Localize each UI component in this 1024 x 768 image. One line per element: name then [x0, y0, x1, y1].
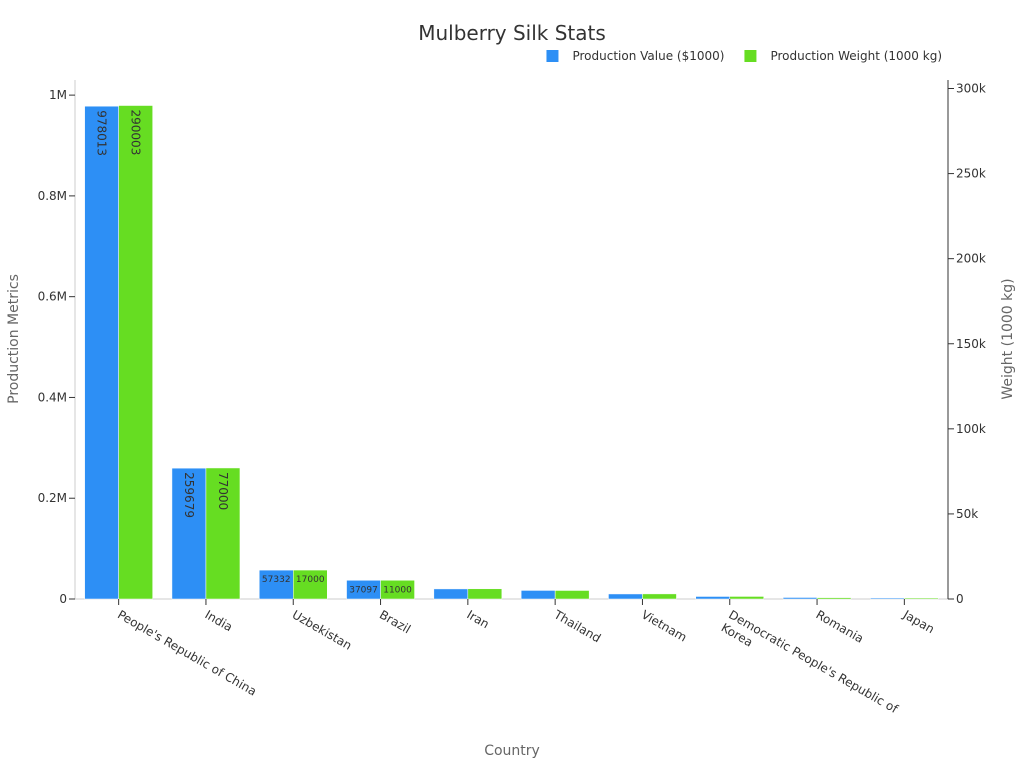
- value-bar: [433, 588, 469, 600]
- x-tick-label: Brazil: [377, 607, 413, 636]
- x-axis-title: Country: [484, 743, 540, 759]
- value-bar: [695, 596, 730, 600]
- y2-tick-label: 150k: [956, 337, 986, 351]
- value-bar: [608, 593, 643, 600]
- legend: Production Value ($1000) Production Weigh…: [546, 49, 942, 63]
- y2-tick-label: 0: [956, 592, 964, 606]
- value-bar: [84, 105, 119, 600]
- legend-label: Production Weight (1000 kg): [770, 49, 942, 63]
- bar-data-label: 57332: [262, 575, 291, 585]
- weight-bar: [205, 467, 241, 600]
- legend-item[interactable]: Production Value ($1000): [546, 49, 724, 63]
- legend-label: Production Value ($1000): [572, 49, 724, 63]
- value-bar: [870, 597, 905, 600]
- x-tick-label: Thailand: [551, 607, 604, 645]
- legend-swatch: [546, 50, 559, 62]
- y2-tick-label: 250k: [956, 167, 986, 181]
- x-tick-label: Japan: [900, 607, 937, 636]
- y2-tick-label: 200k: [956, 252, 986, 266]
- y-tick-label: 0: [59, 592, 67, 606]
- x-tick-label: Uzbekistan: [290, 607, 354, 652]
- x-tick-label: Iran: [464, 607, 491, 631]
- bar-data-label: 77000: [216, 472, 230, 510]
- bar-data-label: 37097: [349, 585, 378, 595]
- x-tick-label: Romania: [814, 607, 866, 645]
- y-tick-label: 0.4M: [38, 390, 67, 404]
- value-bar: [520, 590, 556, 600]
- weight-bar: [467, 588, 503, 600]
- weight-bar: [904, 597, 939, 600]
- bar-data-label: 17000: [296, 575, 325, 585]
- weight-bar: [642, 593, 677, 600]
- weight-bar: [816, 597, 852, 600]
- value-bar: [259, 569, 294, 600]
- y2-tick-label: 50k: [956, 507, 978, 521]
- y-tick-label: 1M: [49, 88, 67, 102]
- bars: 978013 290003 259679 77000 57332 17000 37097 11…: [84, 105, 939, 600]
- y-tick-label: 0.6M: [38, 290, 67, 304]
- legend-swatch: [744, 50, 757, 62]
- y-axis-title: Production Metrics: [6, 274, 22, 404]
- bar-data-label: 11000: [383, 585, 412, 595]
- value-bar: [782, 597, 818, 600]
- weight-bar: [293, 569, 328, 600]
- x-tick-label: People's Republic of China: [115, 607, 259, 698]
- weight-bar: [729, 596, 764, 600]
- weight-bar: [380, 580, 415, 600]
- y2-tick-label: 300k: [956, 82, 986, 96]
- bar-data-label: 290003: [129, 110, 143, 156]
- weight-bar: [118, 105, 153, 600]
- weight-bar: [554, 590, 590, 600]
- x-tick-label: Vietnam: [639, 607, 689, 644]
- y-tick-label: 0.8M: [38, 189, 67, 203]
- chart-title: Mulberry Silk Stats: [418, 21, 606, 45]
- y2-axis-title: Weight (1000 kg): [1000, 278, 1016, 399]
- bar-data-label: 259679: [182, 472, 196, 518]
- y-tick-label: 0.2M: [38, 491, 67, 505]
- x-tick-label: India: [202, 607, 235, 634]
- y2-tick-label: 100k: [956, 422, 986, 436]
- legend-item[interactable]: Production Weight (1000 kg): [744, 49, 942, 63]
- value-bar: [171, 467, 207, 600]
- x-tick-label: Democratic People's Republic ofKorea: [719, 607, 901, 729]
- bar-data-label: 978013: [95, 110, 109, 156]
